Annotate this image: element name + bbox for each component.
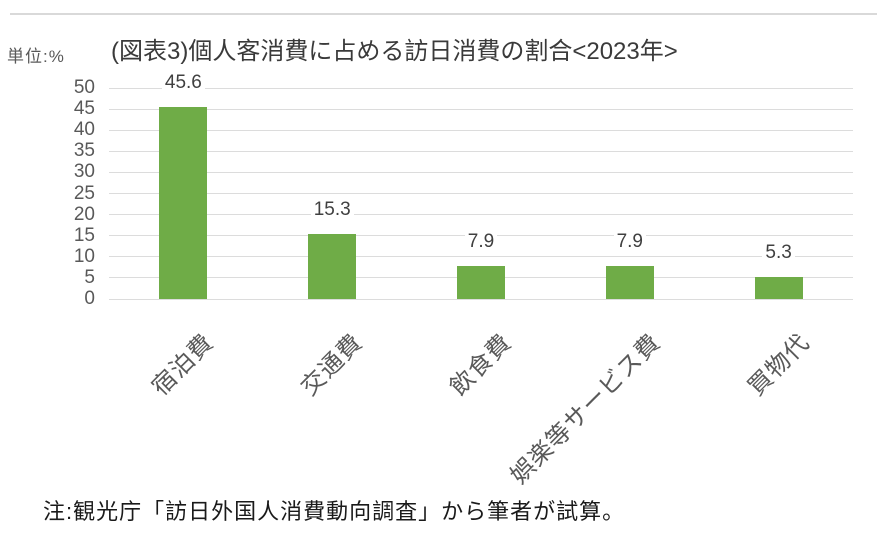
y-tick-label-30: 30 [73,161,95,183]
gridline-y30 [109,171,853,173]
y-tick-label-0: 0 [84,288,95,309]
value-label-text: 45.6 [161,71,205,93]
value-label-45.6: 45.6 [138,71,228,93]
gridline-y25 [109,193,853,194]
y-tick-label-5: 5 [84,266,95,288]
gridline-y45 [109,108,853,110]
value-label-15.3: 15.3 [287,199,377,221]
value-label-7.9: 7.9 [436,230,526,252]
chart-title: (図表3)個人客消費に占める訪日消費の割合<2023年> [111,38,678,65]
y-tick-label-35: 35 [73,140,95,162]
y-tick-label-50: 50 [73,77,95,98]
y-tick-label-20: 20 [73,203,95,225]
bar-買物代 [754,276,803,299]
bar-飲食費 [457,265,505,299]
y-tick-label-40: 40 [73,119,95,141]
bar-娯楽等サービス費 [605,265,654,299]
value-label-5.3: 5.3 [734,241,824,263]
category-label-交通費: 交通費 [296,328,369,402]
top-divider [10,13,877,15]
y-tick-label-15: 15 [73,224,95,246]
plot-area [109,87,853,300]
gridline-y0 [109,298,853,300]
category-label-買物代: 買物代 [742,328,815,402]
y-tick-label-25: 25 [73,182,95,204]
unit-label: 単位:% [7,47,65,66]
y-tick-label-45: 45 [73,98,95,120]
value-label-text: 7.9 [464,230,498,252]
gridline-y35 [109,150,853,152]
category-label-娯楽等サービス費: 娯楽等サービス費 [505,328,666,490]
category-label-宿泊費: 宿泊費 [147,328,220,402]
value-label-text: 7.9 [613,230,646,252]
category-label-飲食費: 飲食費 [444,328,518,402]
bar-宿泊費 [159,106,208,299]
gridline-y10 [109,256,853,258]
gridline-y20 [109,214,853,216]
source-note: 注:観光庁「訪日外国人消費動向調査」から筆者が試算。 [43,499,626,524]
value-label-text: 5.3 [762,241,795,263]
value-label-7.9: 7.9 [585,230,675,252]
gridline-y50 [109,87,853,89]
bar-交通費 [308,234,357,299]
value-label-text: 15.3 [310,199,354,221]
gridline-y40 [109,129,853,131]
y-tick-label-10: 10 [73,245,95,267]
